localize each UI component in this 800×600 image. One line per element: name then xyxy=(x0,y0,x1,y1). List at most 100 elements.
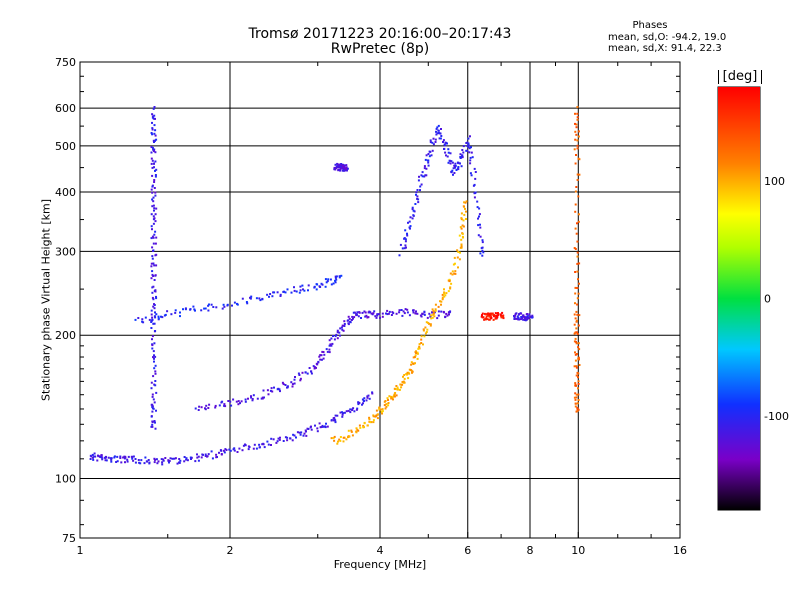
echo-point xyxy=(365,399,368,402)
echo-point xyxy=(460,218,463,221)
echo-point xyxy=(576,313,579,316)
echo-point xyxy=(514,314,516,317)
echo-point xyxy=(286,439,289,442)
echo-point xyxy=(441,293,444,296)
echo-point xyxy=(286,436,289,439)
echo-point xyxy=(479,252,482,255)
echo-point xyxy=(178,458,181,460)
echo-point xyxy=(361,398,364,401)
echo-point xyxy=(577,387,579,390)
echo-point xyxy=(449,287,452,290)
echo-point xyxy=(150,151,153,154)
echo-point xyxy=(279,436,281,439)
echo-point xyxy=(215,453,218,456)
echo-point xyxy=(461,224,464,227)
echo-point xyxy=(245,301,248,303)
echo-point xyxy=(343,325,346,327)
echo-point xyxy=(161,316,164,319)
echo-point xyxy=(113,455,116,458)
echo-point xyxy=(325,422,327,425)
echo-point xyxy=(154,311,156,314)
echo-point xyxy=(231,304,233,307)
echo-point xyxy=(335,278,338,281)
echo-point xyxy=(394,388,397,390)
echo-point xyxy=(100,456,102,459)
echo-point xyxy=(442,139,445,142)
echo-point xyxy=(406,311,409,314)
echo-point xyxy=(334,279,336,282)
echo-point xyxy=(155,264,158,267)
echo-point xyxy=(105,459,108,462)
echo-point xyxy=(477,217,479,220)
echo-point xyxy=(341,411,344,414)
echo-point xyxy=(576,106,579,109)
echo-point xyxy=(194,309,196,312)
echo-point xyxy=(492,314,495,316)
echo-point xyxy=(150,262,153,265)
echo-point xyxy=(395,312,398,315)
echo-point xyxy=(416,197,419,200)
echo-point xyxy=(342,436,345,439)
echo-point xyxy=(275,441,278,444)
echo-point xyxy=(229,449,232,452)
echo-point xyxy=(402,381,405,384)
echo-point xyxy=(462,151,465,154)
echo-point xyxy=(426,328,429,331)
echo-point xyxy=(578,173,581,176)
echo-point xyxy=(576,240,579,243)
echo-point xyxy=(150,415,153,418)
echo-point xyxy=(378,406,381,409)
echo-point xyxy=(430,314,433,317)
echo-point xyxy=(441,298,444,301)
echo-point xyxy=(261,397,264,400)
echo-point xyxy=(152,275,155,277)
echo-point xyxy=(299,433,302,436)
echo-point xyxy=(459,246,462,249)
echo-point xyxy=(574,402,577,405)
echo-point xyxy=(435,130,437,133)
echo-point xyxy=(577,292,580,295)
echo-point xyxy=(501,315,504,317)
echo-point xyxy=(271,295,274,298)
echo-point xyxy=(297,372,300,375)
echo-point xyxy=(467,142,470,145)
echo-point xyxy=(463,205,465,208)
echo-point xyxy=(425,167,428,170)
echo-point xyxy=(574,302,576,305)
echo-point xyxy=(413,356,416,359)
echo-point xyxy=(432,143,435,146)
echo-point xyxy=(200,456,203,459)
echo-point xyxy=(350,319,353,321)
echo-point xyxy=(307,428,310,430)
y-tick-label: 100 xyxy=(55,473,76,486)
echo-point xyxy=(468,147,471,150)
echo-point xyxy=(448,278,451,281)
echo-point xyxy=(304,371,307,374)
echo-point xyxy=(407,377,410,380)
echo-point xyxy=(387,399,389,401)
echo-point xyxy=(291,439,294,442)
echo-point xyxy=(424,326,427,329)
echo-point xyxy=(401,381,404,383)
echo-point xyxy=(442,141,444,143)
echo-point xyxy=(576,139,579,142)
echo-point xyxy=(152,350,155,353)
echo-point xyxy=(399,383,402,386)
echo-point xyxy=(150,146,153,148)
echo-point xyxy=(400,386,403,389)
echo-point xyxy=(250,295,253,298)
echo-point xyxy=(221,307,224,310)
echo-point xyxy=(284,384,287,386)
echo-point xyxy=(481,254,484,257)
echo-point xyxy=(224,448,227,451)
echo-point xyxy=(284,291,287,294)
echo-point xyxy=(409,227,411,230)
echo-point xyxy=(577,342,580,345)
echo-point xyxy=(477,234,480,237)
echo-point xyxy=(154,421,156,424)
echo-point xyxy=(425,174,428,177)
echo-point xyxy=(375,409,378,412)
echo-point xyxy=(465,200,468,203)
echo-point xyxy=(143,462,146,465)
echo-point xyxy=(392,398,394,401)
